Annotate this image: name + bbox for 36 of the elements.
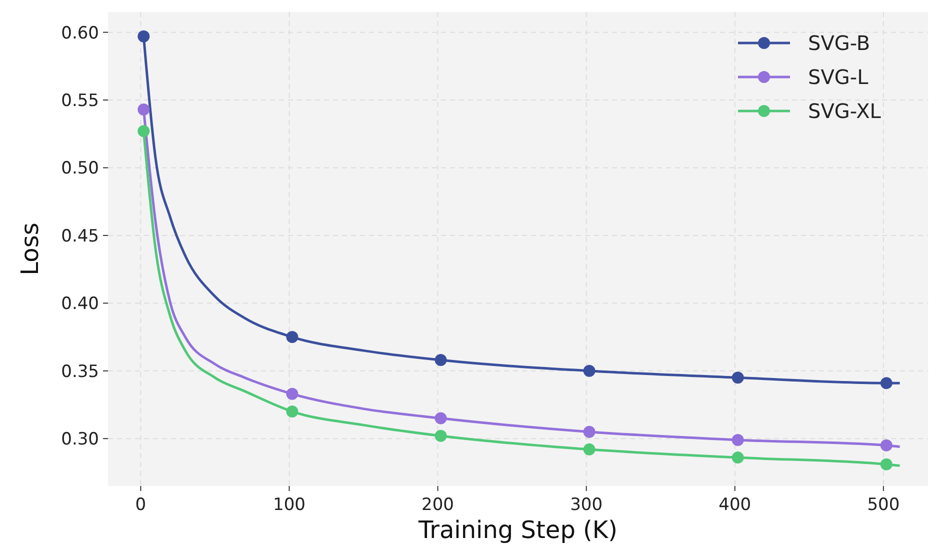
point bbox=[286, 406, 298, 418]
legend-label: SVG-B bbox=[808, 31, 870, 55]
point bbox=[880, 458, 892, 470]
point bbox=[880, 439, 892, 452]
point bbox=[138, 104, 150, 116]
point bbox=[434, 354, 447, 366]
point bbox=[732, 452, 744, 464]
x-tick-label: 100 bbox=[273, 495, 306, 515]
x-tick-label: 400 bbox=[718, 495, 752, 515]
x-tick-label: 300 bbox=[570, 495, 603, 515]
point bbox=[880, 377, 892, 390]
point bbox=[434, 412, 447, 424]
y-tick-label: 0.30 bbox=[61, 430, 99, 450]
y-tick-label: 0.35 bbox=[61, 362, 99, 382]
x-tick-label: 500 bbox=[867, 495, 900, 515]
y-tick-label: 0.55 bbox=[61, 91, 99, 112]
x-tick-label: 200 bbox=[422, 495, 454, 515]
point bbox=[138, 30, 150, 42]
y-axis-title: Loss bbox=[16, 222, 44, 276]
y-tick-label: 0.50 bbox=[61, 158, 99, 179]
point bbox=[732, 372, 744, 384]
x-axis-title: Training Step (K) bbox=[417, 516, 618, 544]
point bbox=[286, 388, 298, 400]
point bbox=[583, 364, 596, 377]
y-tick-label: 0.45 bbox=[61, 226, 99, 246]
y-tick-label: 0.60 bbox=[61, 23, 99, 44]
point bbox=[138, 125, 150, 138]
y-tick-label: 0.40 bbox=[61, 294, 99, 314]
point bbox=[732, 434, 744, 446]
legend-label: SVG-L bbox=[808, 65, 870, 89]
point bbox=[583, 443, 596, 456]
x-tick-label: 0 bbox=[135, 495, 146, 515]
legend-label: SVG-XL bbox=[808, 99, 882, 123]
point bbox=[583, 426, 596, 438]
point bbox=[286, 331, 298, 344]
point bbox=[434, 430, 447, 442]
